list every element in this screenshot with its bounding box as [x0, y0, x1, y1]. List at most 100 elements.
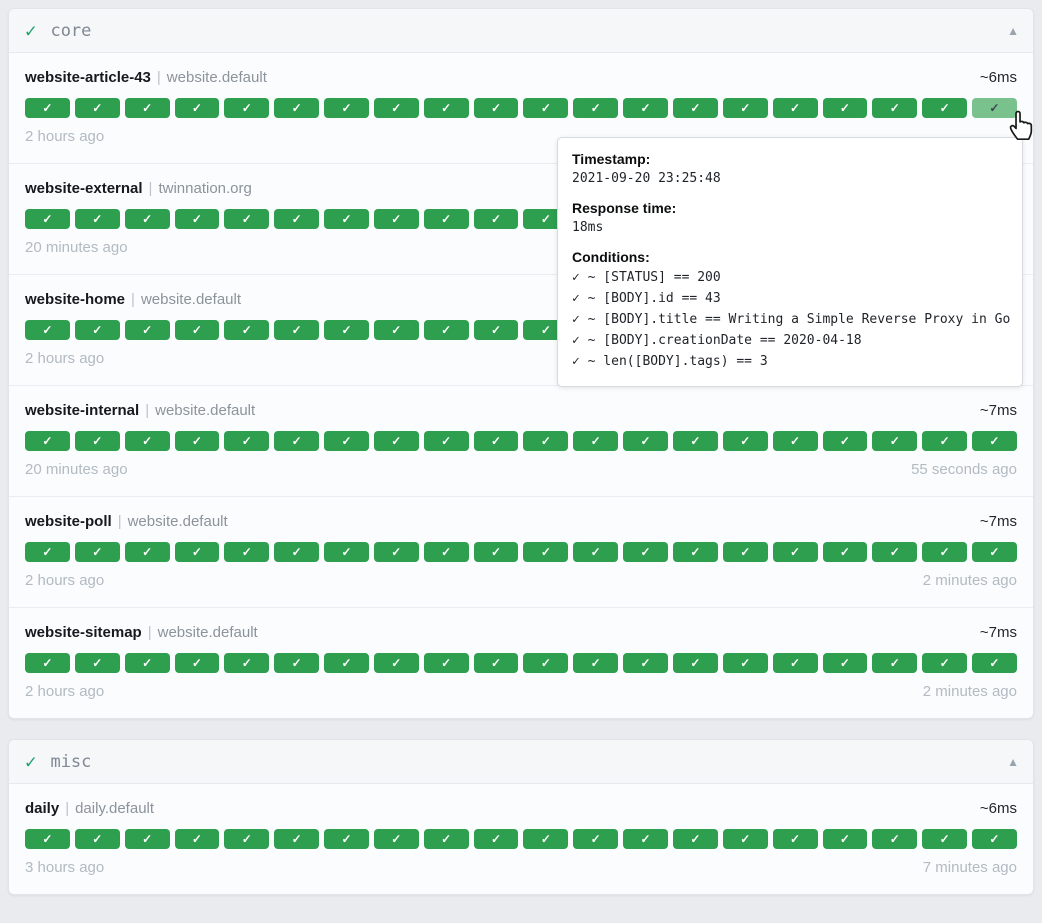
- status-success-box[interactable]: ✓: [274, 542, 320, 562]
- status-success-box[interactable]: ✓: [373, 98, 419, 118]
- status-success-box[interactable]: ✓: [623, 829, 668, 849]
- collapse-triangle-icon[interactable]: ▲: [1007, 23, 1019, 38]
- status-success-box[interactable]: ✓: [274, 209, 320, 229]
- status-success-box[interactable]: ✓: [25, 431, 70, 451]
- status-success-box[interactable]: ✓: [822, 98, 868, 118]
- status-success-box[interactable]: ✓: [174, 320, 220, 340]
- collapse-triangle-icon[interactable]: ▲: [1007, 754, 1019, 769]
- status-success-box[interactable]: ✓: [722, 829, 768, 849]
- status-success-box[interactable]: ✓: [623, 98, 668, 118]
- status-success-box[interactable]: ✓: [373, 829, 419, 849]
- status-success-box[interactable]: ✓: [772, 653, 818, 673]
- status-success-box[interactable]: ✓: [324, 653, 369, 673]
- status-success-box[interactable]: ✓: [324, 98, 369, 118]
- status-success-box[interactable]: ✓: [872, 829, 918, 849]
- status-success-box[interactable]: ✓: [373, 653, 419, 673]
- status-success-box[interactable]: ✓: [74, 542, 120, 562]
- status-success-box[interactable]: ✓: [224, 431, 270, 451]
- status-success-box[interactable]: ✓: [74, 431, 120, 451]
- status-success-box[interactable]: ✓: [174, 209, 220, 229]
- status-success-box[interactable]: ✓: [972, 653, 1017, 673]
- status-success-box[interactable]: ✓: [25, 542, 70, 562]
- status-success-box[interactable]: ✓: [25, 829, 70, 849]
- status-success-box[interactable]: ✓: [274, 98, 320, 118]
- status-success-box[interactable]: ✓: [124, 829, 170, 849]
- status-success-box[interactable]: ✓: [822, 542, 868, 562]
- status-success-box[interactable]: ✓: [324, 542, 369, 562]
- status-success-box[interactable]: ✓: [822, 431, 868, 451]
- section-header[interactable]: ✓ misc ▲: [9, 740, 1033, 784]
- status-success-box[interactable]: ✓: [822, 653, 868, 673]
- status-success-box[interactable]: ✓: [722, 542, 768, 562]
- status-success-box[interactable]: ✓: [324, 431, 369, 451]
- status-success-box[interactable]: ✓: [25, 209, 70, 229]
- status-success-box[interactable]: ✓: [324, 320, 369, 340]
- status-success-box[interactable]: ✓: [274, 829, 320, 849]
- status-success-box[interactable]: ✓: [324, 829, 369, 849]
- status-success-box[interactable]: ✓: [872, 431, 918, 451]
- status-success-box[interactable]: ✓: [373, 542, 419, 562]
- status-success-box[interactable]: ✓: [822, 829, 868, 849]
- status-success-box[interactable]: ✓: [722, 653, 768, 673]
- status-success-box[interactable]: ✓: [922, 542, 968, 562]
- status-success-box-hovered[interactable]: ✓: [972, 98, 1017, 118]
- status-success-box[interactable]: ✓: [772, 542, 818, 562]
- status-success-box[interactable]: ✓: [473, 209, 519, 229]
- status-success-box[interactable]: ✓: [523, 829, 569, 849]
- status-success-box[interactable]: ✓: [473, 542, 519, 562]
- status-success-box[interactable]: ✓: [523, 653, 569, 673]
- status-success-box[interactable]: ✓: [672, 431, 718, 451]
- status-success-box[interactable]: ✓: [573, 542, 619, 562]
- status-success-box[interactable]: ✓: [772, 829, 818, 849]
- status-success-box[interactable]: ✓: [672, 829, 718, 849]
- status-success-box[interactable]: ✓: [74, 98, 120, 118]
- status-success-box[interactable]: ✓: [174, 98, 220, 118]
- status-success-box[interactable]: ✓: [772, 98, 818, 118]
- status-success-box[interactable]: ✓: [623, 542, 668, 562]
- status-success-box[interactable]: ✓: [623, 653, 668, 673]
- status-success-box[interactable]: ✓: [324, 209, 369, 229]
- status-success-box[interactable]: ✓: [473, 431, 519, 451]
- status-success-box[interactable]: ✓: [25, 98, 70, 118]
- status-success-box[interactable]: ✓: [473, 653, 519, 673]
- status-success-box[interactable]: ✓: [224, 98, 270, 118]
- status-success-box[interactable]: ✓: [423, 431, 469, 451]
- status-success-box[interactable]: ✓: [124, 98, 170, 118]
- status-success-box[interactable]: ✓: [74, 653, 120, 673]
- status-success-box[interactable]: ✓: [872, 98, 918, 118]
- status-success-box[interactable]: ✓: [423, 209, 469, 229]
- status-success-box[interactable]: ✓: [124, 320, 170, 340]
- status-success-box[interactable]: ✓: [423, 320, 469, 340]
- status-success-box[interactable]: ✓: [224, 829, 270, 849]
- status-success-box[interactable]: ✓: [274, 320, 320, 340]
- status-success-box[interactable]: ✓: [473, 98, 519, 118]
- status-success-box[interactable]: ✓: [423, 98, 469, 118]
- status-success-box[interactable]: ✓: [174, 829, 220, 849]
- status-success-box[interactable]: ✓: [224, 542, 270, 562]
- status-success-box[interactable]: ✓: [124, 653, 170, 673]
- status-success-box[interactable]: ✓: [373, 320, 419, 340]
- status-success-box[interactable]: ✓: [922, 829, 968, 849]
- status-success-box[interactable]: ✓: [672, 653, 718, 673]
- status-success-box[interactable]: ✓: [124, 431, 170, 451]
- status-success-box[interactable]: ✓: [573, 653, 619, 673]
- status-success-box[interactable]: ✓: [224, 209, 270, 229]
- status-success-box[interactable]: ✓: [772, 431, 818, 451]
- status-success-box[interactable]: ✓: [672, 542, 718, 562]
- status-success-box[interactable]: ✓: [573, 431, 619, 451]
- status-success-box[interactable]: ✓: [274, 431, 320, 451]
- status-success-box[interactable]: ✓: [423, 653, 469, 673]
- status-success-box[interactable]: ✓: [523, 98, 569, 118]
- status-success-box[interactable]: ✓: [473, 829, 519, 849]
- status-success-box[interactable]: ✓: [672, 98, 718, 118]
- status-success-box[interactable]: ✓: [872, 653, 918, 673]
- status-success-box[interactable]: ✓: [523, 542, 569, 562]
- status-success-box[interactable]: ✓: [972, 829, 1017, 849]
- status-success-box[interactable]: ✓: [722, 431, 768, 451]
- status-success-box[interactable]: ✓: [573, 829, 619, 849]
- status-success-box[interactable]: ✓: [25, 653, 70, 673]
- status-success-box[interactable]: ✓: [972, 431, 1017, 451]
- status-success-box[interactable]: ✓: [124, 542, 170, 562]
- status-success-box[interactable]: ✓: [373, 431, 419, 451]
- status-success-box[interactable]: ✓: [872, 542, 918, 562]
